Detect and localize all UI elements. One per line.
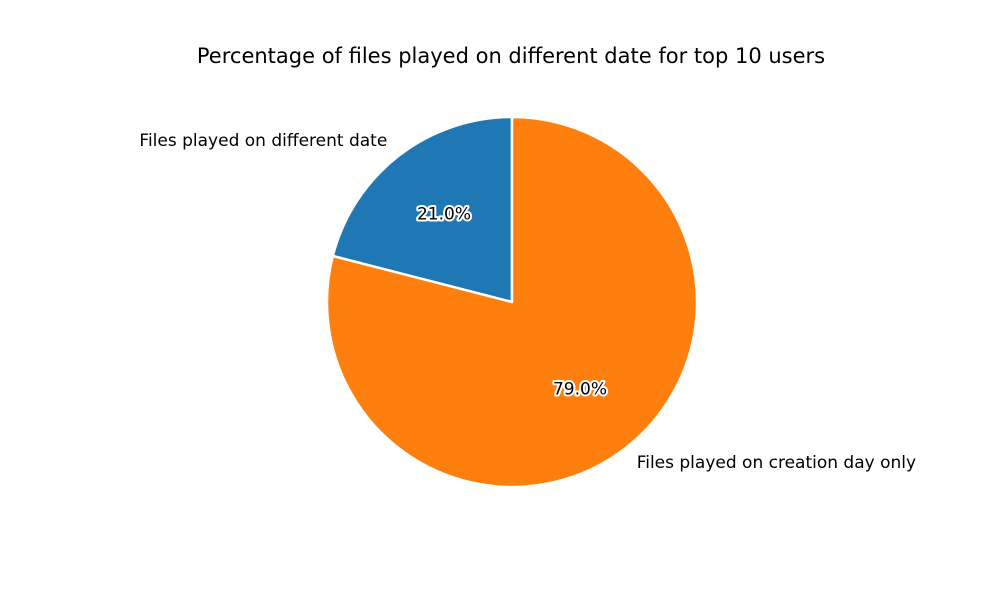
slice-percent-label-1: 21.0% — [417, 204, 471, 224]
pie-labels: 21.0% Files played on different date 79.0%… — [139, 131, 916, 473]
pie-slice-1 — [331, 115, 514, 304]
pie-slice-2 — [325, 115, 699, 489]
pie-slices — [325, 115, 699, 489]
chart-title: Percentage of files played on different … — [197, 44, 825, 68]
slice-category-label-2: Files played on creation day only — [637, 453, 916, 473]
slice-percent-label-2: 79.0% — [553, 380, 607, 400]
slice-category-label-1: Files played on different date — [139, 131, 387, 151]
